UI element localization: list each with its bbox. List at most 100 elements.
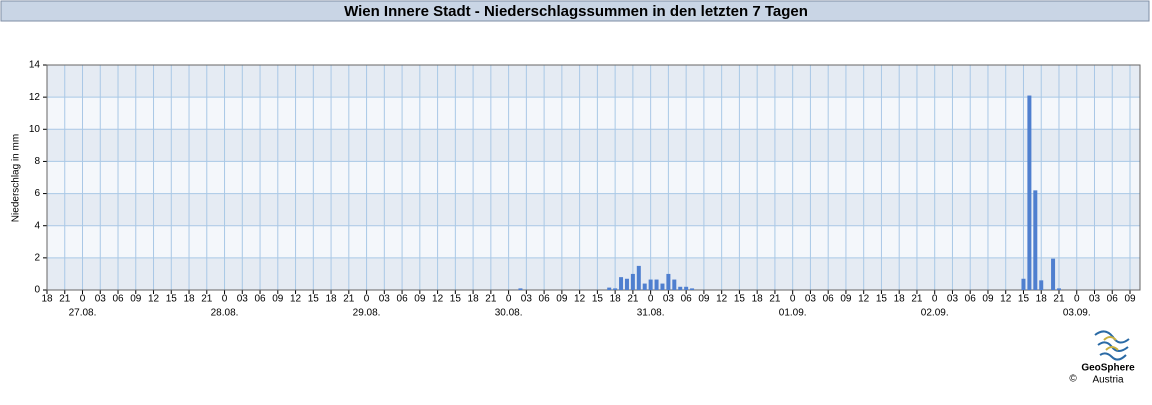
bar [624,278,629,290]
x-tick-label: 09 [556,294,568,305]
bar [636,265,641,290]
x-tick-label: 0 [648,294,654,305]
x-tick-label: 03 [1089,294,1101,305]
x-tick-label: 18 [1036,294,1048,305]
x-tick-label: 09 [272,294,284,305]
x-tick-label: 21 [627,294,639,305]
x-tick-label: 18 [468,294,480,305]
x-tick-label: 09 [130,294,142,305]
plot-area: 18 21 0 03 06 09 12 15 18 21 0 03 06 09 12 15 18 21 0 03 06 0… [29,60,1141,319]
logo-name: GeoSphere [1081,363,1135,374]
y-tick-label: 10 [29,124,41,135]
x-tick-label: 09 [982,294,994,305]
date-label: 31.08. [637,308,665,319]
bar [1051,258,1056,290]
date-label: 29.08. [353,308,381,319]
y-tick-label: 12 [29,92,41,103]
x-tick-label: 06 [823,294,835,305]
bar [518,288,523,290]
bar [672,279,677,290]
chart-title: Wien Innere Stadt - Niederschlagssummen … [344,3,808,20]
x-tick-label: 21 [911,294,923,305]
y-tick-label: 8 [34,156,40,167]
y-axis-label: Niederschlag in mm [11,134,22,222]
band [47,65,1140,98]
x-tick-label: 15 [450,294,462,305]
y-tick-label: 14 [29,60,41,71]
y-tick-label: 0 [34,285,40,296]
x-tick-label: 09 [1124,294,1136,305]
x-tick-label: 09 [414,294,426,305]
x-tick-label: 06 [1107,294,1119,305]
x-tick-label: 0 [1074,294,1080,305]
logo-sub: Austria [1092,375,1124,386]
x-tick-label: 03 [663,294,675,305]
bar [684,286,689,290]
x-tick-label: 06 [539,294,551,305]
band [47,129,1140,162]
bar [1021,278,1026,290]
x-tick-label: 06 [965,294,977,305]
x-tick-label: 15 [592,294,604,305]
x-tick-label: 0 [932,294,938,305]
x-tick-label: 18 [183,294,195,305]
date-label: 01.09. [779,308,807,319]
date-label: 30.08. [495,308,523,319]
x-tick-label: 0 [222,294,228,305]
y-tick-label: 6 [34,188,40,199]
date-label: 02.09. [921,308,949,319]
x-tick-label: 06 [397,294,409,305]
logo: GeoSphere © Austria [1069,330,1135,386]
title-bar [0,0,1150,22]
x-tick-label: 18 [610,294,622,305]
x-tick-label: 06 [254,294,266,305]
band [47,257,1140,290]
x-tick-label: 0 [80,294,86,305]
bar [1039,280,1044,290]
x-tick-label: 21 [1053,294,1065,305]
y-tick-label: 2 [34,252,40,263]
x-tick-label: 21 [343,294,355,305]
x-tick-label: 03 [947,294,959,305]
bar [1033,190,1038,290]
bar [1027,95,1032,291]
logo-copyright: © [1069,374,1077,385]
x-tick-label: 03 [95,294,107,305]
bar [642,283,647,290]
x-tick-label: 18 [894,294,906,305]
x-tick-label: 03 [521,294,533,305]
x-tick-label: 12 [432,294,444,305]
x-tick-label: 18 [752,294,764,305]
x-tick-label: 18 [326,294,338,305]
x-tick-label: 06 [112,294,124,305]
logo-mark [1094,330,1130,361]
bar [666,273,671,290]
x-tick-label: 15 [166,294,178,305]
x-tick-label: 12 [148,294,160,305]
x-tick-label: 15 [876,294,888,305]
date-label: 28.08. [211,308,239,319]
logo-mark [1103,336,1119,351]
x-tick-label: 18 [41,294,53,305]
band [47,193,1140,226]
bar [648,279,653,290]
x-tick-label: 15 [308,294,320,305]
x-tick-label: 12 [716,294,728,305]
x-tick-label: 12 [290,294,302,305]
x-tick-label: 0 [790,294,796,305]
bar [690,288,695,290]
x-tick-label: 06 [681,294,693,305]
x-tick-label: 12 [1000,294,1012,305]
x-tick-label: 0 [364,294,370,305]
date-label: 03.09. [1063,308,1091,319]
x-tick-label: 12 [574,294,586,305]
x-tick-label: 03 [379,294,391,305]
bar [619,277,624,290]
x-tick-label: 12 [858,294,870,305]
x-tick-label: 21 [201,294,213,305]
y-tick-label: 4 [34,220,40,231]
bar [1056,288,1061,290]
plot-frame [46,64,1141,291]
x-tick-label: 03 [237,294,249,305]
